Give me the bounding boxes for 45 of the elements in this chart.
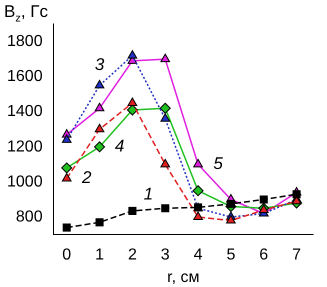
y-tick-label: 1400 [7, 103, 43, 120]
point [160, 113, 170, 122]
point [62, 134, 72, 143]
point [94, 80, 104, 88]
point [226, 215, 236, 224]
point [193, 158, 203, 168]
x-tick-label: 4 [194, 246, 203, 264]
point [62, 224, 71, 232]
point [61, 162, 72, 174]
x-tick-label: 2 [128, 246, 137, 264]
y-tick-label: 1200 [7, 138, 43, 156]
point [128, 50, 138, 59]
series-label: 3 [94, 55, 105, 74]
point [94, 102, 104, 112]
point [62, 172, 72, 182]
y-tick-label: 800 [16, 208, 43, 226]
point [193, 212, 203, 220]
point [160, 158, 170, 168]
x-tick-label: 3 [160, 246, 170, 264]
series-label: 4 [114, 136, 124, 156]
point [161, 204, 170, 212]
x-tick-label: 7 [292, 246, 302, 264]
x-tick-label: 1 [95, 246, 104, 264]
x-tick-label: 6 [259, 246, 268, 264]
series-label: 2 [80, 168, 92, 188]
x-tick-label: 0 [62, 246, 72, 264]
point [192, 185, 204, 196]
y-tick-label: 1800 [7, 32, 43, 50]
point [260, 195, 268, 204]
y-tick-label: 1000 [7, 173, 43, 190]
point [226, 200, 235, 208]
point [128, 97, 138, 106]
series-label: 1 [144, 184, 154, 204]
x-axis-title: r, см [167, 268, 200, 286]
x-tick-label: 5 [226, 246, 236, 264]
point [128, 206, 136, 215]
point [160, 54, 170, 62]
point [160, 102, 171, 114]
point [94, 141, 106, 152]
point [292, 190, 301, 198]
point [96, 218, 104, 226]
y-tick-label: 1600 [7, 68, 43, 86]
series-label: 5 [213, 154, 224, 174]
y-axis-title: B$_{z}$, Гс [4, 2, 48, 24]
point [94, 124, 104, 132]
